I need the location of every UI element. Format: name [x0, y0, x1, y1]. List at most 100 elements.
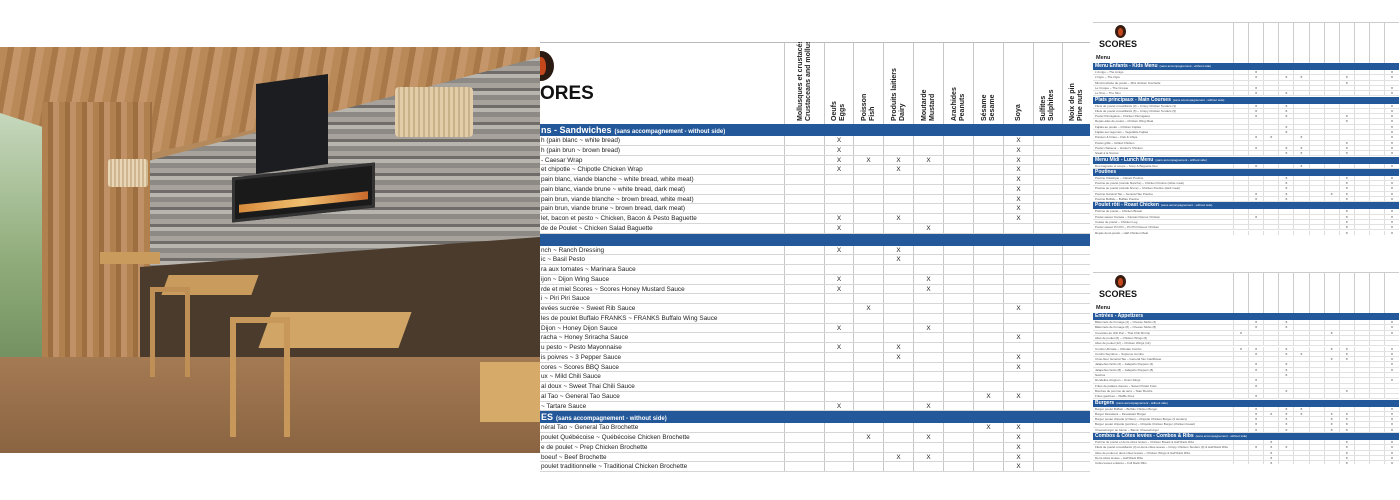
allergen-cell: X [1384, 230, 1399, 235]
allergen-cell: X [1248, 70, 1263, 75]
allergen-cell [1033, 214, 1062, 223]
table-row: al Tao ~ General Tao Sauce X X [540, 391, 1090, 402]
allergen-cell: X [883, 165, 913, 174]
menu-item-name: cores ~ Scores BBQ Sauce [541, 363, 619, 371]
allergen-cell [1062, 433, 1090, 442]
allergen-cell [784, 136, 824, 145]
menu-item-name: Poulet Parmigiana ~ Chicken Parmigiana [1095, 114, 1150, 119]
allergen-cell: X [1338, 450, 1354, 455]
allergen-cell: X [1384, 108, 1399, 114]
allergen-cell [1233, 114, 1248, 119]
allergen-cell: X [853, 155, 883, 165]
allergen-cell [1062, 274, 1090, 284]
allergen-cell: X [1338, 209, 1354, 214]
allergen-cell: X [1384, 163, 1399, 168]
allergen-cell [1338, 383, 1354, 388]
allergen-cell [824, 304, 853, 313]
allergen-cell [1338, 362, 1354, 367]
column-header-label: Produits laitiers Dairy [890, 68, 906, 121]
allergen-cell [1353, 114, 1369, 119]
allergen-cell [1308, 378, 1324, 383]
allergen-cell [1233, 394, 1248, 399]
allergen-cell [1062, 304, 1090, 313]
table-row: Crevettes au chili thaï ~ Thai Chili Shr… [1093, 330, 1399, 336]
allergen-cell: X [1278, 373, 1293, 378]
allergen-cell [1353, 406, 1369, 411]
allergen-cell [1368, 163, 1384, 168]
allergen-cell [1033, 333, 1062, 342]
allergen-cell: X [1384, 175, 1399, 181]
table-row: racha ~ Honey Sriracha Sauce X [540, 333, 1090, 343]
allergen-cell [1308, 341, 1324, 346]
chair [150, 287, 190, 377]
allergen-cell: X [1248, 197, 1263, 202]
menu-item-name: ijon ~ Dijon Wing Sauce [541, 275, 610, 283]
allergen-cell [1248, 209, 1263, 214]
menu-item-name: L'Ogre ~ The Ogre [1095, 75, 1120, 80]
column-header [1323, 23, 1339, 63]
table-row: Combo Ultimate ~ Ultimate Combo X X X X X X [1093, 346, 1399, 352]
allergen-cell [913, 382, 943, 391]
allergen-cell [973, 145, 1003, 155]
column-header-label: Sulfites Sulphites [1040, 89, 1055, 121]
allergen-cell [883, 175, 913, 184]
allergen-cell [943, 304, 973, 313]
allergen-cell [1033, 323, 1062, 333]
allergen-cell [1263, 197, 1278, 202]
allergen-cell [1353, 91, 1369, 96]
table-row: L'Ogre ~ The Ogre X X X X X [1093, 75, 1399, 81]
allergen-cell [1323, 175, 1339, 181]
allergen-cell [1248, 461, 1263, 464]
allergen-cell: X [1293, 135, 1308, 140]
allergen-cell [943, 274, 973, 284]
allergen-cell [913, 175, 943, 184]
allergen-cell [1368, 325, 1384, 330]
allergen-cell [1278, 357, 1293, 362]
allergen-cell [1033, 452, 1062, 462]
menu-item-name: nch ~ Ranch Dressing [541, 246, 605, 254]
allergen-cell [943, 462, 973, 471]
allergen-cell [1338, 378, 1354, 383]
allergen-cell [1062, 165, 1090, 174]
table-row: Burger poulet Buffalo ~ Buffalo Chicken … [1093, 406, 1399, 412]
menu-item-name: Rondelles d'oignon ~ Onion Rings [1095, 378, 1141, 383]
allergen-cell [1233, 209, 1248, 214]
allergen-cell [973, 155, 1003, 165]
allergen-cell: X [1278, 362, 1293, 367]
allergen-cell [1353, 209, 1369, 214]
column-header-label: Oeufs Eggs [831, 101, 846, 121]
allergen-cell [824, 352, 853, 362]
menu-item-name: al Tao ~ General Tao Sauce [541, 392, 620, 400]
allergen-cell [1233, 91, 1248, 96]
allergen-cell [1338, 108, 1354, 114]
allergen-cell [1308, 91, 1324, 96]
allergen-cell: X [824, 284, 853, 294]
allergen-cell [1323, 70, 1339, 75]
allergen-cell [1293, 346, 1308, 351]
allergen-cell [784, 255, 824, 264]
allergen-cell: X [1384, 445, 1399, 450]
allergen-cell: X [1338, 175, 1354, 181]
allergen-cell [1353, 373, 1369, 378]
allergen-cell [1263, 163, 1278, 168]
allergen-cell [1293, 91, 1308, 96]
allergen-cell [913, 136, 943, 145]
allergen-cell: X [1338, 145, 1354, 151]
section-note: (sans accompagnement - without side) [1116, 400, 1168, 405]
allergen-cell [1062, 284, 1090, 294]
allergen-cell: X [913, 284, 943, 294]
allergen-cell: X [883, 245, 913, 255]
table-row: Poulet chasseur ~ Hunter's Chicken X X X X X [1093, 145, 1399, 152]
section-note: (sans accompagnement - without side) [556, 416, 667, 423]
menu-item-name: u pesto ~ Pesto Mayonnaise [541, 344, 622, 351]
column-header [1248, 23, 1264, 63]
column-header [1384, 273, 1399, 313]
table-row: h (pain blanc ~ white bread) X X [540, 136, 1090, 146]
allergen-cell [824, 462, 853, 471]
allergen-cell [1293, 320, 1308, 325]
allergen-cell: X [1003, 442, 1033, 452]
allergen-cell [1293, 80, 1308, 85]
allergen-cell: X [1263, 450, 1278, 455]
menu-item-name: h (pain brun ~ brown bread) [541, 146, 621, 154]
allergen-cell [883, 136, 913, 145]
